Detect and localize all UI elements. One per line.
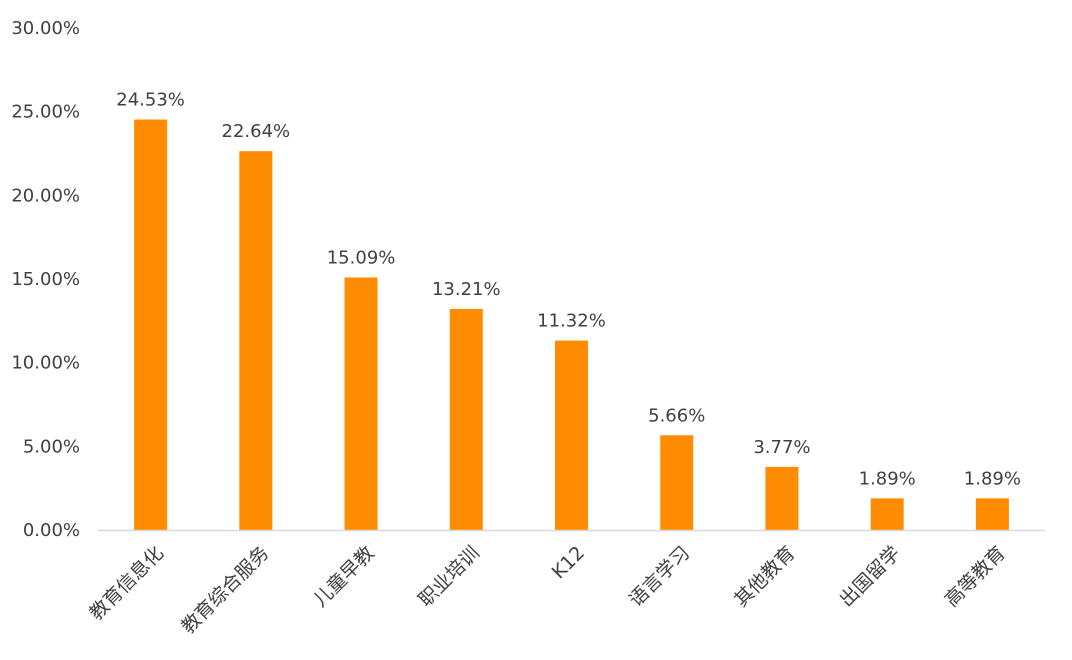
category-label: 教育信息化: [85, 542, 168, 625]
bar: [555, 340, 588, 530]
category-label: 其他教育: [730, 542, 799, 611]
data-label: 1.89%: [964, 468, 1021, 489]
bar: [449, 308, 483, 530]
bar: [765, 466, 799, 530]
bar: [660, 435, 694, 530]
data-label: 3.77%: [753, 437, 810, 458]
bar: [134, 119, 168, 530]
data-label: 11.32%: [537, 311, 606, 332]
y-tick-label: 20.00%: [11, 185, 80, 206]
category-label: 出国留学: [835, 542, 904, 611]
y-axis-ticks: 0.00% 5.00% 10.00% 15.00% 20.00% 25.00% 30.00%: [11, 18, 80, 541]
bar: [975, 498, 1009, 530]
bar: [239, 151, 273, 530]
y-tick-label: 25.00%: [11, 102, 80, 123]
bars: [134, 119, 1009, 530]
category-label: 语言学习: [625, 542, 694, 611]
bar: [870, 498, 904, 530]
category-label: 高等教育: [941, 542, 1010, 611]
y-tick-label: 5.00%: [23, 436, 80, 457]
y-tick-label: 10.00%: [11, 353, 80, 374]
y-tick-label: 15.00%: [11, 269, 80, 290]
category-label: 教育综合服务: [177, 542, 273, 638]
category-label: 儿童早教: [309, 542, 378, 611]
y-tick-label: 30.00%: [11, 18, 80, 39]
data-label: 13.21%: [432, 279, 501, 300]
data-labels: 24.53% 22.64% 15.09% 13.21% 11.32% 5.66% 3.77%…: [116, 90, 1021, 490]
category-label: 职业培训: [415, 542, 484, 611]
data-label: 24.53%: [116, 90, 185, 111]
y-tick-label: 0.00%: [23, 520, 80, 541]
data-label: 1.89%: [859, 468, 916, 489]
data-label: 22.64%: [222, 121, 291, 142]
category-label: K12: [548, 542, 589, 583]
data-label: 5.66%: [648, 405, 705, 426]
data-label: 15.09%: [327, 247, 396, 268]
bar: [344, 277, 378, 530]
category-labels: 教育信息化 教育综合服务 儿童早教 职业培训 K12 语言学习 其他教育 出国留学 高等教育: [85, 542, 1010, 638]
